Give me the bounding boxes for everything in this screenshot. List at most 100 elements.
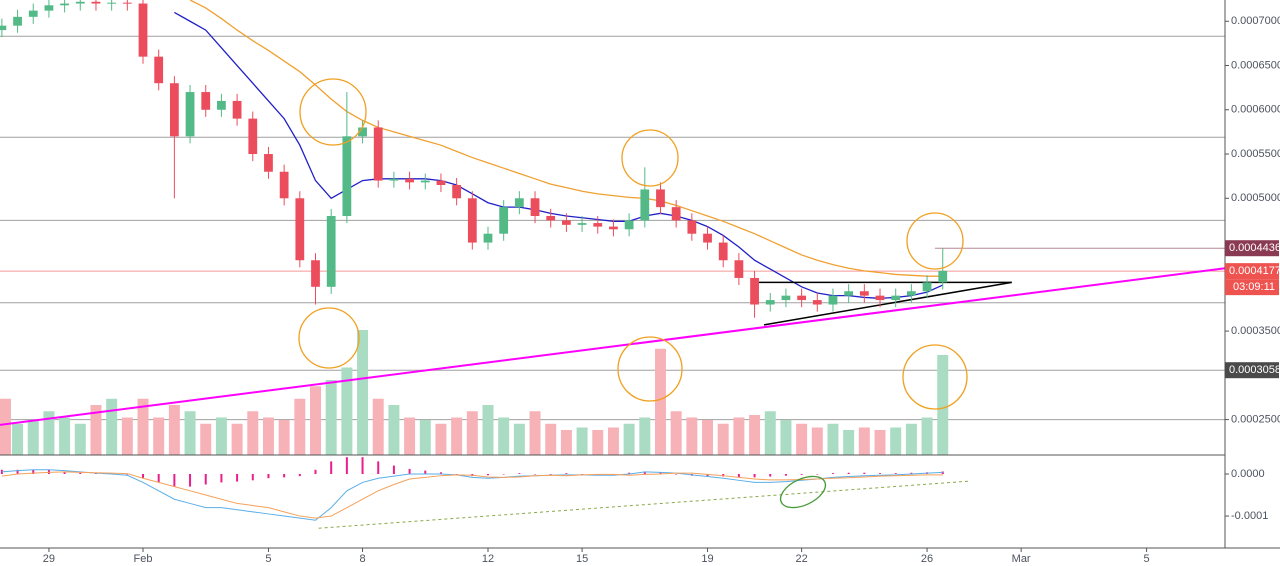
x-tick-label: 26 <box>921 553 933 565</box>
volume-bar <box>843 430 855 455</box>
macd-line <box>1 471 943 519</box>
volume-bar <box>670 411 682 455</box>
macd-histogram-bar <box>863 472 866 475</box>
volume-bar <box>231 423 243 455</box>
candle-body <box>217 100 226 110</box>
macd-histogram-bar <box>220 474 223 483</box>
volume-bar <box>592 430 604 455</box>
macd-histogram-bar <box>267 474 270 479</box>
candle-body <box>922 282 932 292</box>
macd-histogram-bar <box>251 474 254 481</box>
candle-body <box>467 198 477 243</box>
price-label: 0.0004436 <box>1229 242 1280 254</box>
candle-body <box>499 207 509 234</box>
candle-body <box>812 300 822 305</box>
candle-body <box>0 25 7 31</box>
volume-bar <box>529 411 541 455</box>
macd-histogram-bar <box>283 474 286 478</box>
x-tick-label: 8 <box>359 553 365 565</box>
x-tick-label: 29 <box>43 553 55 565</box>
volume-bar <box>560 430 572 455</box>
x-tick-label: 12 <box>482 553 494 565</box>
candle-body <box>891 295 901 301</box>
volume-bar <box>639 417 651 455</box>
macd-histogram-bar <box>314 469 317 475</box>
candle-body <box>232 100 242 119</box>
volume-bar <box>607 427 619 455</box>
candle-body <box>75 1 85 4</box>
macd-histogram-bar <box>377 461 380 475</box>
y-tick-label: 0.0006500 <box>1231 59 1280 71</box>
volume-bar <box>796 423 808 455</box>
macd-histogram-bar <box>534 474 537 475</box>
candle-body <box>703 233 712 243</box>
candle-body <box>750 277 759 305</box>
x-tick-label: Feb <box>134 553 153 565</box>
macd-histogram-bar <box>486 474 489 476</box>
highlight-circle <box>902 344 968 410</box>
volume-bar <box>780 420 792 455</box>
macd-histogram-bar <box>142 474 145 479</box>
volume-bar <box>262 417 274 455</box>
candle-body <box>781 295 791 301</box>
candle-body <box>44 5 54 11</box>
y-tick-label: 0.0003500 <box>1231 325 1280 337</box>
candle-body <box>201 92 211 110</box>
candle-body <box>436 180 446 186</box>
candle-body <box>248 118 258 155</box>
candle-body <box>28 10 38 17</box>
macd-histogram-bar <box>361 457 364 475</box>
macd-histogram-bar <box>79 472 82 475</box>
volume-bar <box>247 411 259 455</box>
volume-bar <box>184 411 196 455</box>
candle-body <box>91 1 101 4</box>
candle-body <box>562 220 571 225</box>
candle-body <box>373 127 383 181</box>
macd-histogram-bar <box>236 474 239 482</box>
candle-body <box>169 83 179 137</box>
highlight-ellipse <box>779 475 827 509</box>
macd-histogram-bar <box>628 472 631 475</box>
candle-body <box>609 226 618 230</box>
candle-body <box>483 233 493 243</box>
macd-histogram-bar <box>408 468 411 475</box>
price-label: 0.0003058 <box>1229 364 1280 376</box>
volume-bar <box>278 420 290 455</box>
candle-body <box>906 291 916 296</box>
macd-histogram-bar <box>831 473 834 475</box>
volume-bar <box>121 417 133 455</box>
volume-bar <box>921 417 933 455</box>
volume-bar <box>811 427 823 455</box>
candle-body <box>687 220 697 234</box>
macd-histogram-bar <box>879 473 882 475</box>
volume-bar <box>137 398 149 455</box>
candle-body <box>530 198 540 216</box>
annotation-shapes <box>298 78 968 509</box>
candle-body <box>264 154 273 172</box>
candle-body <box>342 136 352 216</box>
candle-body <box>326 215 336 287</box>
moving-average <box>174 11 944 299</box>
volume-bar <box>419 420 431 455</box>
volume-bar <box>435 423 447 455</box>
volume-bar <box>654 348 666 455</box>
volume-bar <box>27 420 39 455</box>
y-tick-label: -0.0001 <box>1231 510 1268 522</box>
plot-area <box>0 0 1226 529</box>
candle-body <box>107 2 117 4</box>
countdown-label: 03:09:11 <box>1233 281 1275 293</box>
trendline <box>763 281 1012 326</box>
highlight-circle <box>906 212 964 270</box>
volume-bar <box>623 423 635 455</box>
macd-histogram-bar <box>816 474 819 475</box>
macd-histogram-bar <box>910 472 913 475</box>
macd-histogram-bar <box>706 474 709 477</box>
volume-bar <box>310 386 321 455</box>
volume-bar <box>341 367 353 455</box>
volume-bar <box>702 420 714 455</box>
macd-histogram-bar <box>643 471 646 475</box>
macd-histogram-bar <box>345 457 348 475</box>
candle-body <box>546 215 556 221</box>
volume-bar <box>451 417 463 455</box>
candle-body <box>593 223 603 227</box>
